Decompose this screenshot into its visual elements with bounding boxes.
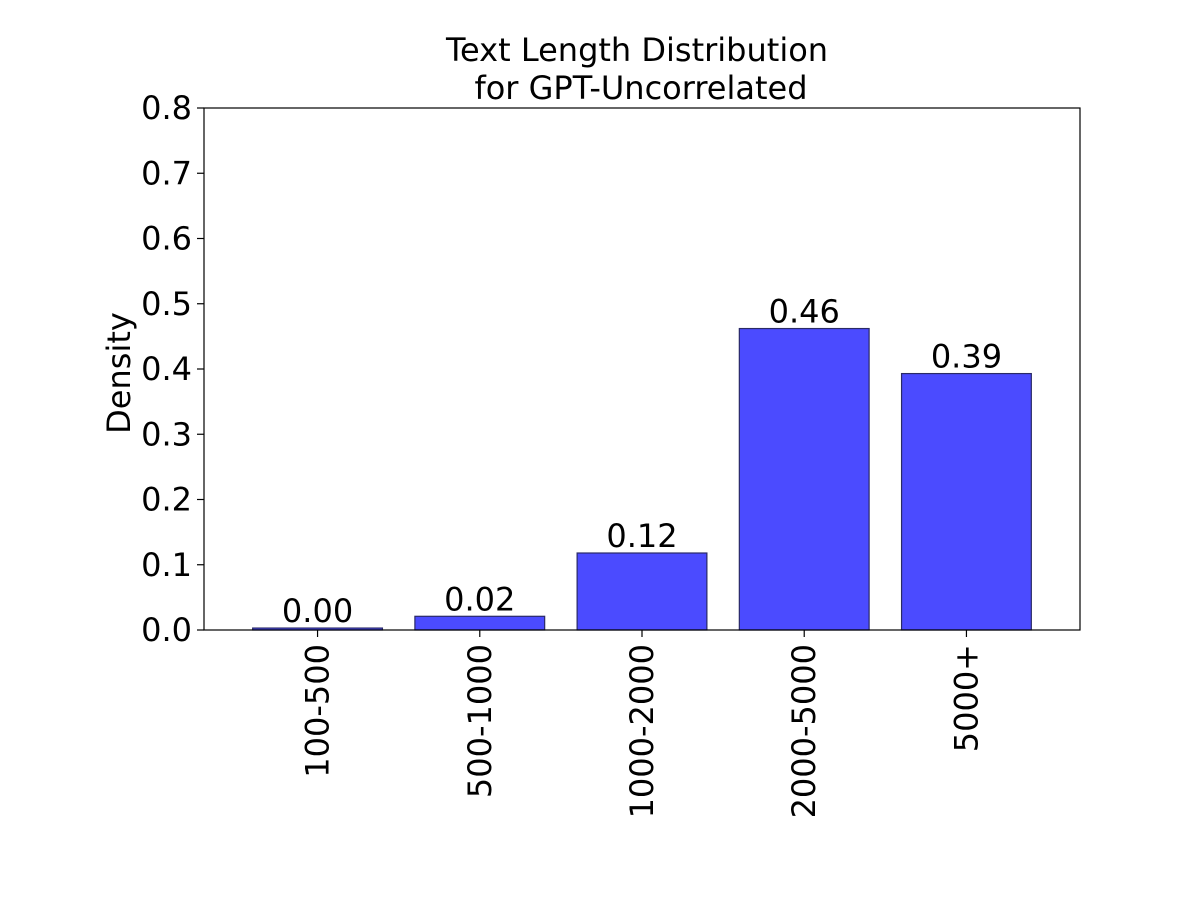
chart-title-line-2: for GPT-Uncorrelated — [474, 69, 807, 107]
x-axis-ticks: 100-500 500-1000 1000-2000 2000-5000 5000+ — [299, 630, 985, 818]
bar-5000+ — [900, 372, 1032, 631]
data-label-5000+: 0.39 — [931, 338, 1002, 376]
bars-group: 0.00 0.02 0.12 0.46 0.39 — [252, 293, 1032, 631]
x-tick-label-500-1000: 500-1000 — [461, 644, 499, 798]
plot-frame — [203, 107, 1081, 631]
data-label-1000-2000: 0.12 — [606, 517, 677, 555]
y-tick-label: 0.7 — [141, 154, 192, 192]
y-tick-label: 0.2 — [141, 481, 192, 519]
y-tick-label: 0.0 — [141, 611, 192, 649]
y-tick-label: 0.3 — [141, 415, 192, 453]
x-tick-label-2000-5000: 2000-5000 — [785, 644, 823, 818]
data-label-100-500: 0.00 — [282, 592, 353, 630]
x-tick-label-1000-2000: 1000-2000 — [623, 644, 661, 818]
x-tick-label-5000+: 5000+ — [947, 644, 985, 752]
chart-title-line-1: Text Length Distribution — [445, 31, 828, 69]
bar-1000-2000 — [576, 552, 708, 631]
x-tick-label-100-500: 100-500 — [299, 644, 337, 778]
y-tick-label: 0.8 — [141, 89, 192, 127]
y-axis-ticks: 0.0 0.1 0.2 0.3 0.4 0.5 0.6 0.7 0.8 — [141, 89, 204, 649]
y-tick-label: 0.5 — [141, 285, 192, 323]
bar-500-1000 — [414, 615, 546, 631]
data-label-500-1000: 0.02 — [444, 580, 515, 618]
y-axis-label: Density — [100, 312, 138, 434]
bar-2000-5000 — [738, 327, 870, 631]
y-tick-label: 0.4 — [141, 350, 192, 388]
y-tick-label: 0.6 — [141, 220, 192, 258]
y-tick-label: 0.1 — [141, 546, 192, 584]
data-label-2000-5000: 0.46 — [769, 293, 840, 331]
